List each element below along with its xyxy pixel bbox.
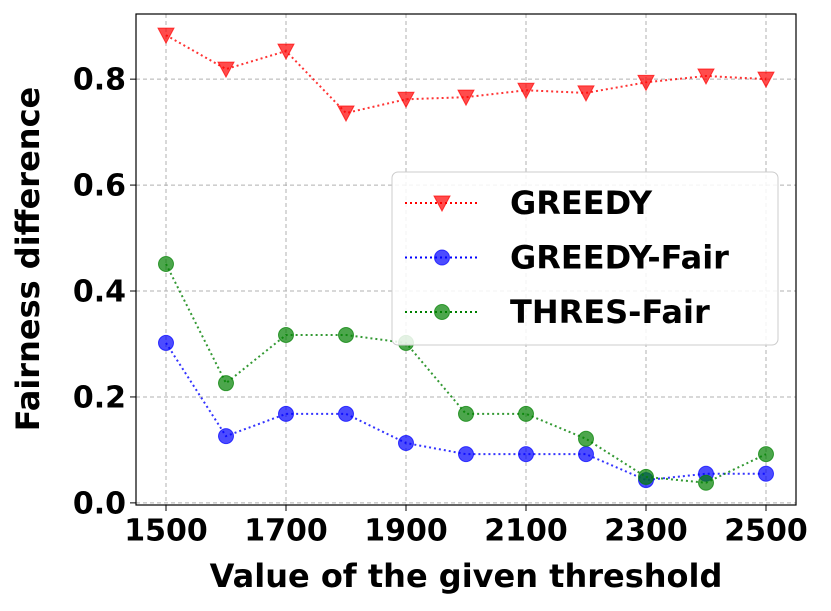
- data-point: [338, 405, 354, 422]
- data-point: [578, 430, 594, 447]
- data-point: [277, 43, 295, 61]
- data-point: [218, 375, 234, 392]
- data-point: [758, 465, 774, 482]
- data-point: [398, 435, 414, 452]
- legend-marker: [434, 304, 450, 320]
- series-line: [165, 34, 767, 115]
- data-point: [697, 68, 715, 86]
- y-tick-label: 0.6: [73, 169, 126, 204]
- y-tick-label: 0.8: [73, 63, 126, 98]
- y-tick-label: 0.4: [73, 275, 126, 310]
- data-point: [758, 446, 774, 463]
- data-point: [757, 71, 775, 89]
- x-tick-label: 2500: [724, 514, 808, 549]
- x-tick-label: 1900: [364, 514, 448, 549]
- data-point: [458, 446, 474, 463]
- data-point: [158, 256, 174, 273]
- data-point: [218, 428, 234, 445]
- data-point: [157, 27, 175, 45]
- legend-label: THRES-Fair: [510, 293, 710, 331]
- y-tick-label: 0.0: [73, 486, 126, 521]
- x-tick-label: 2100: [484, 514, 568, 549]
- y-tick-label: 0.2: [73, 380, 126, 415]
- legend-marker: [434, 249, 450, 266]
- data-point: [278, 405, 294, 422]
- data-point: [698, 474, 714, 491]
- legend: GREEDY GREEDY-Fair THRES-Fair: [391, 171, 779, 346]
- data-point: [217, 61, 235, 79]
- plot-frame: [135, 13, 797, 506]
- data-point: [638, 468, 654, 485]
- x-tick-label: 1500: [124, 514, 208, 549]
- data-point: [637, 74, 655, 92]
- legend-label: GREEDY-Fair: [510, 239, 729, 277]
- legend-marker: [433, 195, 451, 213]
- data-point: [397, 91, 415, 109]
- data-point: [517, 82, 535, 100]
- y-axis-label: Fairness difference: [9, 87, 47, 431]
- data-point: [337, 105, 355, 123]
- data-point: [158, 334, 174, 351]
- x-tick-label: 2300: [604, 514, 688, 549]
- data-point: [577, 85, 595, 102]
- data-point: [278, 326, 294, 343]
- x-axis-label: Value of the given threshold: [210, 557, 723, 595]
- legend-label: GREEDY: [510, 184, 653, 222]
- data-point: [578, 446, 594, 463]
- data-point: [518, 446, 534, 463]
- data-point: [518, 405, 534, 422]
- data-point: [458, 405, 474, 422]
- x-tick-label: 1700: [244, 514, 328, 549]
- legend-box: [391, 171, 779, 346]
- data-point: [457, 89, 475, 107]
- data-point: [338, 326, 354, 343]
